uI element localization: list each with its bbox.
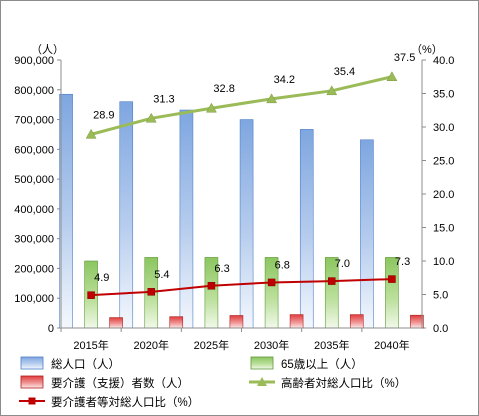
- data-label: 31.3: [153, 93, 174, 105]
- bar-1: [299, 129, 314, 329]
- bar-3: [349, 314, 364, 329]
- right-tick-label: 35.0: [433, 89, 454, 101]
- right-axis-unit: （%）: [411, 43, 443, 56]
- square-marker: [267, 278, 276, 287]
- bar-3: [410, 314, 424, 329]
- line-series: [85, 71, 398, 299]
- legend-square-marker: [28, 397, 36, 405]
- left-tick-label: 300,000: [14, 234, 54, 246]
- right-tick-label: 0.0: [433, 323, 448, 335]
- bar-series: [59, 93, 424, 329]
- x-tick-label: 2025年: [194, 338, 229, 352]
- data-label: 34.2: [274, 74, 295, 86]
- triangle-marker: [326, 85, 338, 96]
- left-tick-label: 200,000: [14, 263, 54, 275]
- right-tick-label: 15.0: [433, 223, 454, 235]
- line-series-2: [91, 278, 392, 297]
- data-label: 5.4: [154, 269, 169, 281]
- x-tick-label: 2015年: [73, 338, 108, 352]
- right-tick-label: 10.0: [433, 256, 454, 268]
- triangle-marker: [266, 93, 278, 104]
- bar-1: [360, 139, 374, 329]
- bar-3: [109, 317, 123, 329]
- x-tick-label: 2040年: [374, 338, 409, 352]
- bar-3: [289, 314, 304, 329]
- right-tick-label: 40.0: [433, 55, 454, 67]
- left-tick-label: 800,000: [14, 85, 54, 97]
- legend: 総人口（人） 65歳以上（人） 要介護（支援）者数（人） 高齢者対総人口比（%） 要介護…: [19, 356, 406, 409]
- legend-swatch: [250, 356, 274, 370]
- right-axis-ticks: 0.0 5.0 10.0 15.0 20.0 25.0 30.0 35.0 40.0: [422, 55, 454, 335]
- data-label: 28.9: [93, 109, 114, 121]
- bar-3: [169, 316, 184, 329]
- square-marker: [207, 282, 216, 290]
- left-axis-ticks: 0 100,000 200,000 300,000 400,000 500,000 600,…: [14, 55, 61, 335]
- legend-triangle-marker: [257, 377, 267, 386]
- left-tick-label: 400,000: [14, 204, 54, 216]
- legend-swatch: [20, 356, 44, 370]
- square-marker: [87, 291, 95, 299]
- bar-3: [229, 315, 244, 329]
- data-label: 6.8: [275, 259, 290, 271]
- triangle-marker: [145, 112, 157, 123]
- data-labels: 28.9 31.3 32.8 34.2 35.4 37.5 4.9 5.4 6.3 6.8 7.0 7…: [93, 52, 415, 284]
- line-series-1: [90, 75, 393, 136]
- data-label: 4.9: [94, 272, 109, 284]
- right-tick-label: 25.0: [433, 156, 454, 168]
- square-marker: [328, 277, 336, 285]
- bar-1: [239, 119, 254, 329]
- left-tick-label: 500,000: [14, 174, 54, 186]
- square-marker: [147, 288, 155, 296]
- right-tick-label: 30.0: [433, 122, 454, 134]
- data-label: 6.3: [214, 263, 229, 275]
- square-marker: [388, 275, 396, 283]
- right-tick-label: 5.0: [433, 290, 448, 302]
- left-axis-unit: （人）: [31, 43, 64, 56]
- legend-swatch: [20, 375, 44, 389]
- legend-label: 要介護者等対総人口比（%）: [51, 395, 199, 409]
- data-label: 7.3: [395, 256, 410, 268]
- legend-label: 総人口（人）: [51, 357, 120, 371]
- legend-label: 65歳以上（人）: [281, 358, 363, 371]
- triangle-marker: [205, 102, 217, 113]
- x-tick-label: 2020年: [134, 338, 169, 352]
- left-tick-label: 700,000: [14, 115, 54, 127]
- legend-label: 高齢者対総人口比（%）: [281, 376, 406, 390]
- data-label: 7.0: [335, 258, 350, 270]
- legend-label: 要介護（支援）者数（人）: [51, 376, 189, 390]
- triangle-marker: [85, 128, 97, 139]
- left-tick-label: 900,000: [14, 55, 54, 67]
- bar-1: [59, 93, 73, 329]
- data-label: 32.8: [213, 83, 234, 95]
- data-label: 35.4: [334, 66, 355, 78]
- data-label: 37.5: [394, 52, 415, 64]
- left-tick-label: 0: [48, 323, 54, 335]
- triangle-marker: [386, 71, 398, 81]
- left-tick-label: 600,000: [14, 144, 54, 156]
- x-tick-label: 2035年: [314, 338, 349, 352]
- bar-1: [179, 109, 194, 329]
- x-tick-label: 2030年: [254, 338, 289, 352]
- x-axis-ticks: 2015年 2020年 2025年 2030年 2035年 2040年: [60, 328, 410, 352]
- right-tick-label: 20.0: [433, 189, 454, 201]
- left-tick-label: 100,000: [14, 293, 54, 305]
